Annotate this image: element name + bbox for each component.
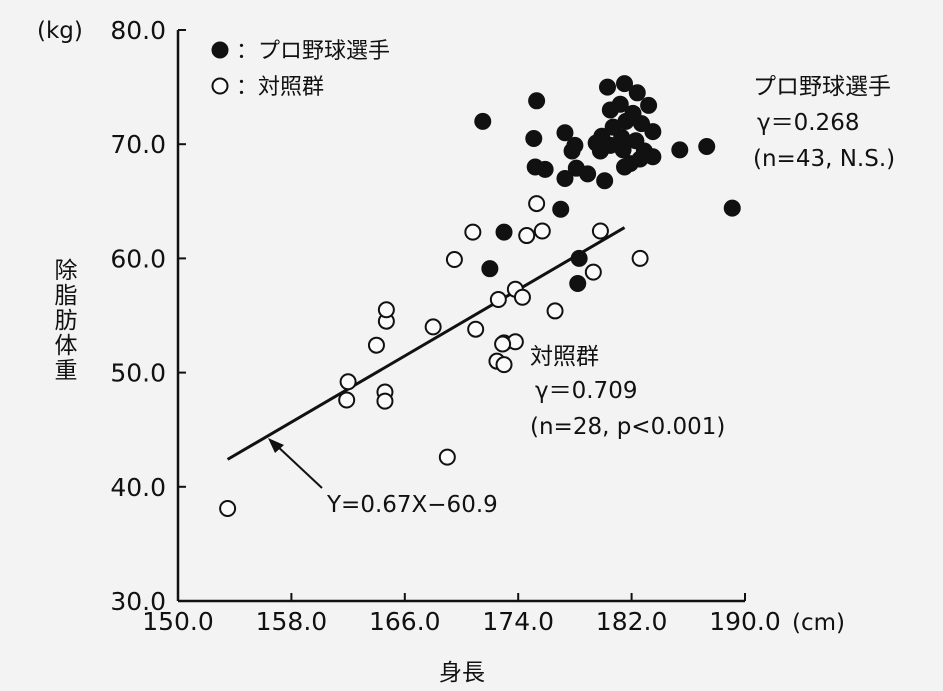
pro-player-point bbox=[644, 148, 662, 166]
control-annotation-title: 対照群 bbox=[530, 344, 599, 370]
x-tick-label: 150.0 bbox=[142, 607, 214, 636]
pro-player-point bbox=[601, 101, 619, 119]
control-point bbox=[219, 499, 237, 517]
pro-player-point bbox=[481, 260, 499, 278]
pro-player-point bbox=[556, 124, 574, 142]
control-point bbox=[631, 249, 649, 267]
control-point bbox=[546, 302, 564, 320]
control-point bbox=[376, 392, 394, 410]
pro-player-point bbox=[528, 92, 546, 110]
legend-marker-open bbox=[211, 77, 229, 95]
control-point bbox=[494, 335, 512, 353]
pro-player-point bbox=[587, 134, 605, 152]
legend-label-pro: ：プロ野球選手 bbox=[236, 39, 390, 64]
control-point bbox=[591, 222, 609, 240]
y-tick-label: 40.0 bbox=[110, 473, 166, 502]
regression-equation: Y=0.67X−60.9 bbox=[326, 492, 498, 518]
control-point bbox=[464, 223, 482, 241]
pro-player-point bbox=[474, 112, 492, 130]
control-point bbox=[339, 373, 357, 391]
regression-line bbox=[226, 226, 626, 461]
control-point bbox=[584, 263, 602, 281]
control-point bbox=[513, 288, 531, 306]
pro-player-point bbox=[604, 118, 622, 136]
pro-player-point bbox=[525, 129, 543, 147]
x-tick-label: 174.0 bbox=[482, 607, 554, 636]
y-axis-title: 除脂肪体重 bbox=[50, 258, 78, 383]
y-tick-label: 50.0 bbox=[110, 359, 166, 388]
pro-player-point bbox=[570, 249, 588, 267]
x-tick-label: 158.0 bbox=[256, 607, 328, 636]
data-points bbox=[219, 75, 741, 517]
control-point bbox=[467, 320, 485, 338]
y-tick-label: 80.0 bbox=[110, 16, 166, 45]
control-point bbox=[367, 336, 385, 354]
pro-player-point bbox=[495, 223, 513, 241]
pro-player-point bbox=[596, 172, 614, 190]
control-point bbox=[489, 291, 507, 309]
pro-player-point bbox=[671, 141, 689, 159]
pro-player-point bbox=[616, 75, 634, 93]
y-tick-label: 70.0 bbox=[110, 130, 166, 159]
control-point bbox=[445, 251, 463, 269]
pro-annotation-n: (n=43, N.S.) bbox=[753, 146, 895, 172]
pro-player-point bbox=[698, 137, 716, 155]
y-tick-label: 60.0 bbox=[110, 244, 166, 273]
control-point bbox=[377, 301, 395, 319]
control-point bbox=[528, 195, 546, 213]
pro-annotation-r: γ＝0.268 bbox=[757, 110, 859, 136]
y-ticks: 30.0 40.0 50.0 60.0 70.0 80.0 bbox=[110, 16, 186, 616]
legend-label-control: ：対照群 bbox=[236, 75, 324, 100]
pro-player-point bbox=[536, 160, 554, 178]
x-tick-label: 166.0 bbox=[369, 607, 441, 636]
pro-player-point bbox=[640, 96, 658, 114]
control-point bbox=[495, 356, 513, 374]
x-axis-title: 身長 bbox=[439, 660, 485, 686]
pro-player-point bbox=[628, 84, 646, 102]
y-unit-label: (kg) bbox=[37, 18, 83, 44]
control-point bbox=[338, 391, 356, 409]
y-tick-label: 30.0 bbox=[110, 587, 166, 616]
pro-player-point bbox=[556, 169, 574, 187]
legend: ：プロ野球選手 ：対照群 bbox=[211, 39, 390, 100]
equation-arrow bbox=[268, 438, 323, 489]
pro-player-point bbox=[644, 123, 662, 141]
pro-annotation-title: プロ野球選手 bbox=[753, 74, 891, 100]
x-ticks: 150.0 158.0 166.0 174.0 182.0 190.0 bbox=[142, 593, 781, 636]
pro-player-point bbox=[552, 200, 570, 218]
pro-player-point bbox=[566, 136, 584, 154]
control-point bbox=[438, 448, 456, 466]
x-unit-label: (cm) bbox=[792, 610, 845, 636]
pro-player-point bbox=[569, 275, 587, 293]
x-tick-label: 190.0 bbox=[709, 607, 781, 636]
pro-player-point bbox=[616, 158, 634, 176]
pro-player-point bbox=[633, 115, 651, 133]
x-tick-label: 182.0 bbox=[596, 607, 668, 636]
control-point bbox=[424, 318, 442, 336]
legend-marker-filled bbox=[211, 41, 229, 59]
pro-player-point bbox=[723, 199, 741, 217]
control-point bbox=[533, 222, 551, 240]
control-annotation-n: (n=28, p<0.001) bbox=[530, 414, 725, 440]
pro-player-point bbox=[579, 165, 597, 183]
control-point bbox=[518, 227, 536, 245]
control-annotation-r: γ＝0.709 bbox=[535, 378, 637, 404]
pro-player-point bbox=[599, 78, 617, 96]
